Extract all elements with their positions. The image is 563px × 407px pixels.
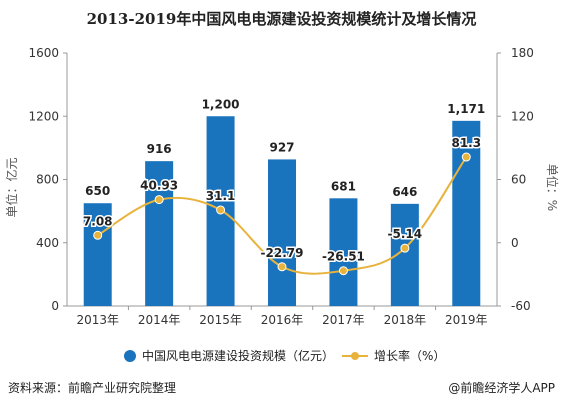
growth-rate-point: [216, 205, 226, 215]
x-tick-label: 2018年: [384, 313, 427, 327]
line-value-label: 7.08: [83, 214, 113, 228]
line-value-label: 31.1: [206, 189, 236, 203]
source-note: 资料来源：前瞻产业研究院整理: [8, 381, 177, 395]
line-value-label: 81.3: [451, 136, 481, 150]
y-tick-label-right: -60: [511, 299, 531, 313]
bar-value-label: 916: [147, 142, 172, 156]
bar: [329, 198, 358, 306]
legend-bar-label: 中国风电电源建设投资规模（亿元）: [142, 348, 334, 363]
x-tick-label: 2019年: [445, 313, 488, 327]
bar-value-label: 681: [331, 179, 356, 193]
y-tick-label-left: 1200: [28, 109, 59, 123]
bar-value-label: 650: [85, 184, 110, 198]
growth-rate-point: [154, 195, 164, 205]
y-tick-label-right: 0: [511, 236, 519, 250]
bar-value-label: 646: [392, 185, 417, 199]
growth-rate-point: [461, 152, 471, 162]
bar-value-label: 927: [269, 140, 294, 154]
growth-rate-point: [93, 230, 103, 240]
bar-value-label: 1,171: [447, 102, 485, 116]
y-tick-label-right: 180: [511, 46, 534, 60]
legend-line-label: 增长率（%）: [374, 348, 445, 363]
y-tick-label-left: 1600: [28, 46, 59, 60]
brand-note: @前瞻经济学人APP: [448, 381, 555, 395]
bar: [145, 161, 174, 306]
line-value-label: -22.79: [261, 246, 304, 260]
bar: [268, 159, 296, 306]
x-tick-label: 2014年: [138, 313, 181, 327]
y-tick-label-left: 400: [36, 236, 59, 250]
line-value-label: 40.93: [140, 179, 178, 193]
growth-rate-point: [277, 262, 287, 272]
y-tick-label-right: 120: [511, 109, 534, 123]
chart-title: 2013-2019年中国风电电源建设投资规模统计及增长情况: [86, 10, 477, 28]
growth-rate-point: [400, 243, 410, 253]
x-tick-label: 2013年: [76, 313, 119, 327]
y-tick-label-left: 800: [36, 173, 59, 187]
growth-rate-point: [338, 266, 348, 276]
y-tick-label-left: 0: [51, 299, 59, 313]
x-tick-label: 2016年: [261, 313, 304, 327]
y-axis-label-right: 单位：%: [545, 164, 560, 211]
legend-line-marker: [351, 352, 359, 360]
bar: [452, 120, 481, 306]
y-tick-label-right: 60: [511, 173, 526, 187]
line-value-label: -26.51: [322, 250, 365, 264]
bar-value-label: 1,200: [202, 97, 240, 111]
y-axis-label-left: 单位：亿元: [4, 157, 19, 217]
line-value-label: -5.14: [388, 227, 423, 241]
legend-bar-icon: [124, 350, 136, 362]
x-tick-label: 2015年: [199, 313, 242, 327]
bar: [83, 203, 112, 306]
x-tick-label: 2017年: [322, 313, 365, 327]
